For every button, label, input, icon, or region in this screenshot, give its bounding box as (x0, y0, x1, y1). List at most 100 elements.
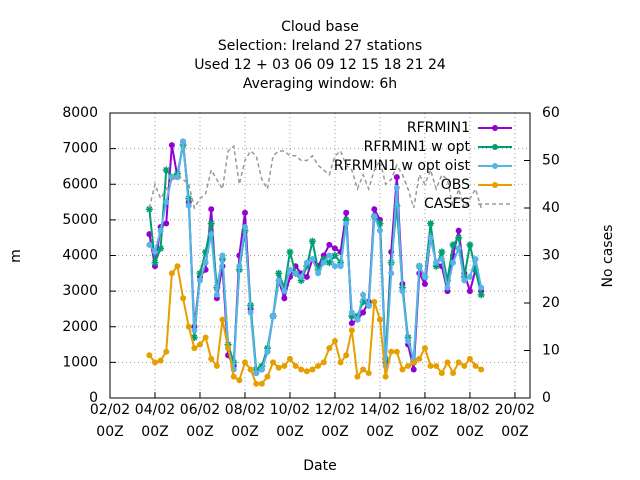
series-line (148, 144, 483, 372)
point (331, 252, 339, 259)
point (286, 248, 294, 256)
y-tick-label: 1000 (62, 354, 98, 370)
point (371, 213, 378, 220)
point (151, 248, 158, 255)
point (303, 368, 310, 375)
point (455, 245, 462, 252)
point (337, 263, 344, 270)
point (162, 166, 170, 174)
y-tick-label: 2000 (62, 319, 98, 335)
point (297, 276, 305, 284)
point (286, 266, 293, 273)
point (207, 219, 215, 227)
point (241, 224, 248, 230)
point (348, 320, 355, 327)
point (472, 266, 480, 274)
point (393, 348, 400, 355)
point (376, 219, 384, 227)
point (455, 359, 462, 366)
point (180, 138, 187, 145)
point (253, 380, 260, 387)
point (208, 231, 215, 238)
point (174, 263, 181, 270)
x-tick-label: 06/02 00Z (179, 402, 221, 440)
point (163, 199, 170, 206)
point (388, 270, 395, 277)
point (360, 291, 367, 298)
point (427, 234, 434, 241)
point (213, 362, 220, 369)
point (247, 366, 254, 373)
point (270, 313, 277, 320)
point (438, 248, 446, 256)
point (478, 284, 485, 291)
point (325, 259, 333, 267)
x-axis-label: Date (303, 458, 336, 474)
point (145, 205, 153, 213)
point (308, 237, 316, 245)
chart-title: Selection: Ireland 27 stations (218, 38, 422, 54)
point (348, 309, 355, 316)
point (146, 241, 153, 248)
point (309, 366, 316, 373)
y-tick-label: 5000 (62, 212, 98, 228)
y-tick-label: 3000 (62, 283, 98, 299)
point (264, 348, 271, 355)
point (281, 362, 288, 369)
point (253, 370, 260, 377)
legend-label: RFRMIN1 (407, 120, 470, 136)
point (393, 184, 400, 191)
point (163, 348, 170, 355)
point (258, 366, 265, 373)
point (343, 352, 350, 359)
y2-axis-label: No cases (600, 225, 616, 288)
point (286, 355, 293, 362)
point (303, 262, 311, 270)
point (230, 373, 237, 380)
point (449, 241, 457, 249)
point (433, 259, 440, 266)
point (163, 220, 170, 227)
point (331, 338, 338, 344)
y2-tick-label: 20 (542, 295, 560, 311)
plot-frame (109, 112, 531, 399)
series-line (148, 141, 483, 375)
point (303, 273, 310, 280)
point (382, 373, 389, 380)
x-tick-label: 18/02 00Z (449, 402, 491, 440)
point (320, 259, 327, 266)
x-tick-label: 08/02 00Z (224, 402, 266, 440)
legend-marker (492, 125, 498, 131)
point (275, 277, 282, 284)
point (185, 323, 192, 330)
point (399, 366, 406, 373)
x-tick-label: 14/02 00Z (359, 402, 401, 440)
legend-marker (492, 182, 498, 188)
point (466, 355, 473, 362)
point (444, 359, 451, 366)
y-tick-label: 0 (89, 390, 98, 406)
point (466, 241, 474, 249)
y2-tick-label: 50 (542, 153, 560, 169)
x-tick-label: 04/02 00Z (134, 402, 176, 440)
point (208, 355, 215, 362)
legend-label: RFRMIN1 w opt oist (334, 158, 471, 174)
point (466, 273, 473, 280)
point (196, 341, 203, 348)
point (281, 288, 288, 295)
point (416, 263, 423, 270)
point (236, 377, 243, 384)
point (320, 359, 327, 366)
point (393, 174, 400, 181)
point (433, 362, 440, 369)
point (320, 255, 328, 263)
point (348, 327, 355, 334)
point (151, 259, 159, 267)
point (376, 227, 383, 234)
point (270, 359, 277, 366)
legend-marker (492, 144, 498, 150)
point (225, 345, 232, 352)
point (219, 316, 226, 323)
